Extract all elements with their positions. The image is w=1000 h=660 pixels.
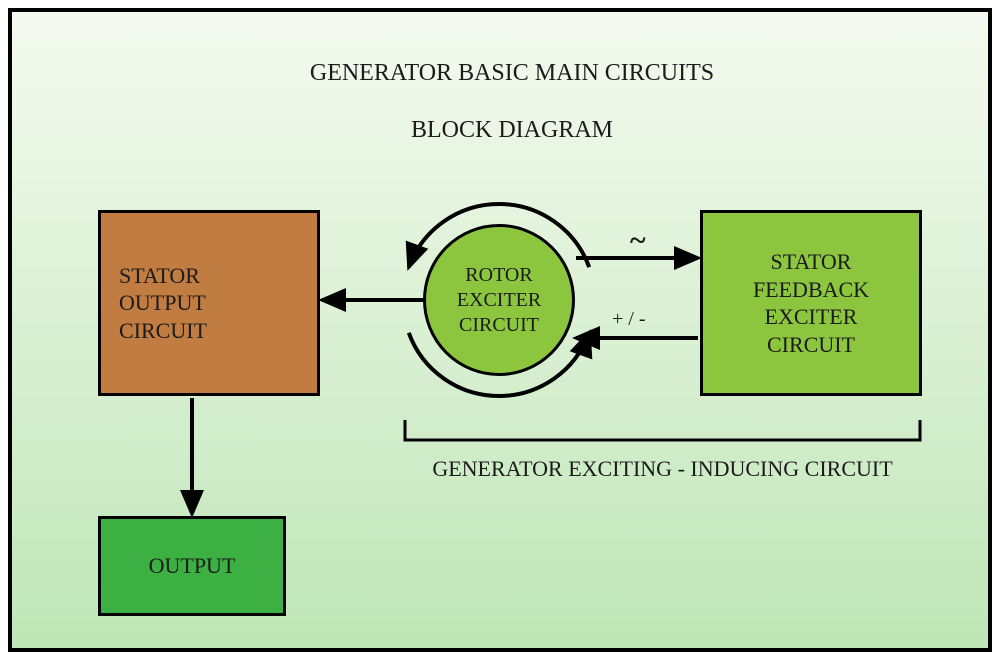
edge-label-ac-tilde: ~ [630, 224, 646, 258]
title-line1: GENERATOR BASIC MAIN CIRCUITS [310, 60, 714, 86]
diagram-title: GENERATOR BASIC MAIN CIRCUITS BLOCK DIAG… [0, 30, 1000, 174]
node-label: STATOR FEEDBACK EXCITER CIRCUIT [753, 248, 869, 358]
node-stator-feedback-exciter-circuit: STATOR FEEDBACK EXCITER CIRCUIT [700, 210, 922, 396]
node-rotor-exciter-circuit: ROTOR EXCITER CIRCUIT [423, 224, 575, 376]
node-label: ROTOR EXCITER CIRCUIT [457, 263, 541, 338]
group-bracket-label: GENERATOR EXCITING - INDUCING CIRCUIT [405, 456, 920, 482]
node-output: OUTPUT [98, 516, 286, 616]
node-label: STATOR OUTPUT CIRCUIT [119, 262, 207, 345]
node-stator-output-circuit: STATOR OUTPUT CIRCUIT [98, 210, 320, 396]
node-label: OUTPUT [149, 552, 236, 580]
edge-label-dc-plusminus: + / - [612, 308, 646, 331]
title-line2: BLOCK DIAGRAM [411, 117, 613, 143]
diagram-canvas: GENERATOR BASIC MAIN CIRCUITS BLOCK DIAG… [0, 0, 1000, 660]
